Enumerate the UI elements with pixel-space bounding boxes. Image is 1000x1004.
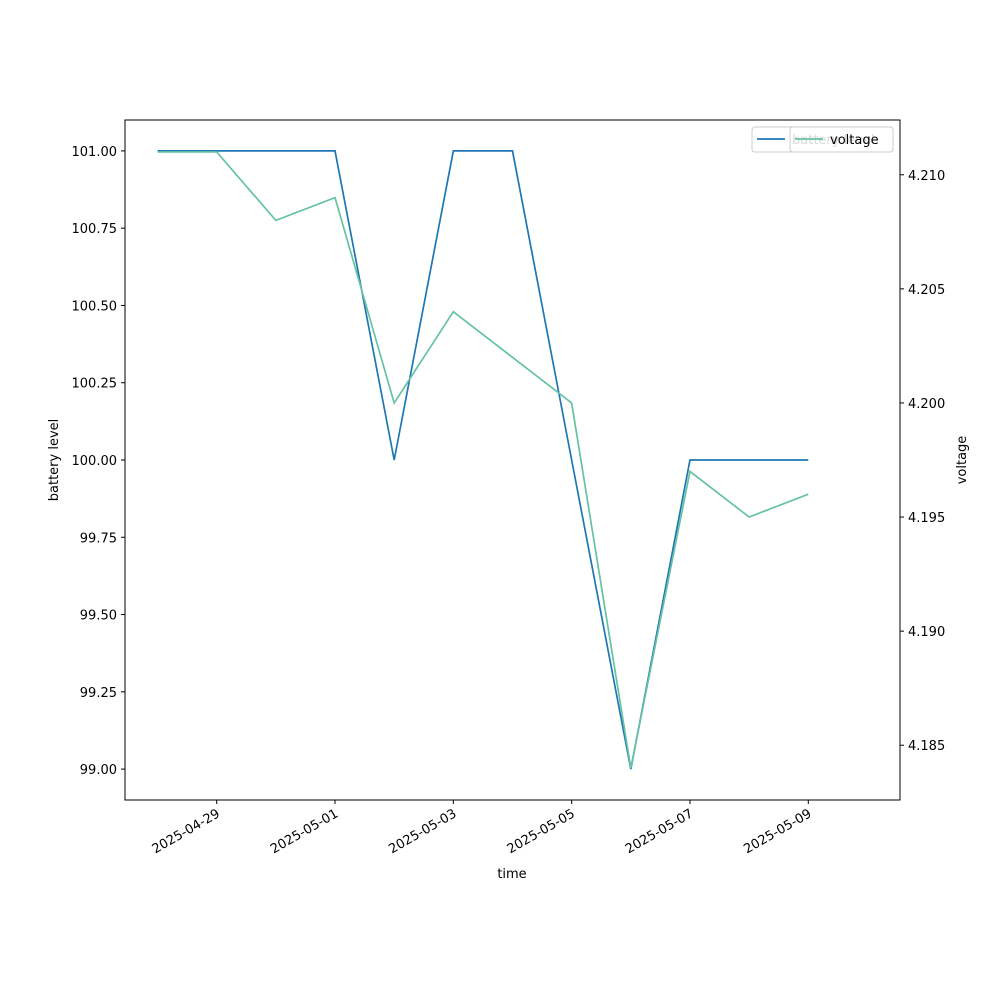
y-tick-label: 100.00 [72,454,118,469]
y2-tick-label: 4.200 [908,397,945,412]
x-axis-label: time [497,867,526,882]
y-tick-label: 99.75 [80,531,117,546]
series-line [157,150,809,770]
legend-label: voltage [830,133,879,148]
x-tick-label: 2025-05-05 [505,806,578,857]
y-tick-label: 99.25 [80,686,117,701]
y2-tick-label: 4.190 [908,625,945,640]
legend-box [789,126,894,153]
y-tick-label: 100.50 [72,299,118,314]
y-tick-label: 99.00 [80,763,117,778]
series-line [157,151,809,769]
y2-tick-label: 4.185 [908,739,945,754]
y-tick-label: 100.75 [72,222,118,237]
y2-tick-label: 4.210 [908,169,945,184]
x-tick-label: 2025-05-09 [741,806,814,857]
x-tick-label: 2025-04-29 [150,806,223,857]
y2-tick-label: 4.205 [908,283,945,298]
x-tick-label: 2025-05-03 [386,806,459,857]
y2-axis-label: voltage [955,436,970,485]
y-tick-label: 100.25 [72,377,118,392]
y-tick-label: 101.00 [72,145,118,160]
x-tick-label: 2025-05-01 [268,806,341,857]
y-axis-label: battery level [47,419,62,502]
y2-tick-label: 4.195 [908,511,945,526]
y-tick-label: 99.50 [80,609,117,624]
x-tick-label: 2025-05-07 [623,806,696,857]
